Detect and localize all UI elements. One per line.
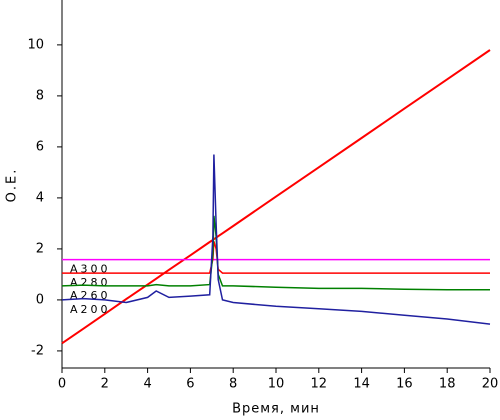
- x-tick-label: 4: [143, 377, 151, 392]
- x-tick-label: 0: [58, 377, 66, 392]
- y-tick-label: 10: [27, 37, 44, 52]
- x-tick-label: 8: [229, 377, 237, 392]
- y-tick-label: 0: [36, 292, 44, 307]
- y-axis-label: О.Е.: [5, 168, 20, 203]
- series-line: [62, 241, 490, 274]
- x-tick-label: 10: [268, 377, 285, 392]
- series-line: [61, 154, 491, 325]
- x-tick-label: 14: [353, 377, 370, 392]
- series-line: [61, 215, 490, 291]
- y-tick-label: 6: [36, 139, 44, 154]
- y-tick-label: 2: [36, 241, 44, 256]
- x-tick-label: 18: [439, 377, 456, 392]
- series-line: [61, 49, 491, 345]
- y-tick-label: 4: [36, 190, 44, 205]
- x-axis-label: Время, мин: [232, 402, 320, 417]
- x-tick-label: 6: [186, 377, 194, 392]
- x-tick-label: 2: [101, 377, 109, 392]
- series-label: A200: [70, 303, 111, 316]
- y-tick-label: -2: [31, 343, 44, 358]
- x-tick-label: 20: [482, 377, 499, 392]
- x-tick-label: 16: [396, 377, 413, 392]
- x-tick-label: 12: [311, 377, 328, 392]
- y-tick-label: 8: [36, 88, 44, 103]
- series-label: A280: [70, 276, 111, 289]
